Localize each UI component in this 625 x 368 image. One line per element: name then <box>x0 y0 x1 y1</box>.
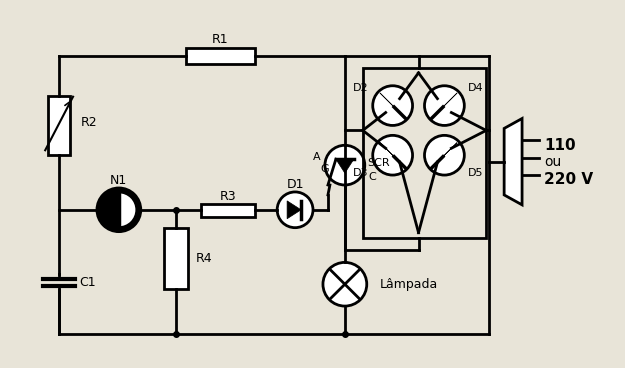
Text: C1: C1 <box>79 276 96 289</box>
Text: R2: R2 <box>81 116 98 129</box>
Text: A: A <box>313 152 321 162</box>
Bar <box>48 96 70 155</box>
Text: R4: R4 <box>196 252 212 265</box>
Text: R1: R1 <box>212 33 229 46</box>
Text: SCR: SCR <box>367 158 389 168</box>
Polygon shape <box>504 118 522 205</box>
Text: D4: D4 <box>468 83 484 93</box>
Bar <box>186 48 255 64</box>
Circle shape <box>325 145 365 185</box>
Text: 110: 110 <box>544 138 576 153</box>
Circle shape <box>323 262 367 306</box>
Circle shape <box>424 86 464 125</box>
Text: G: G <box>320 164 329 174</box>
Text: D3: D3 <box>353 168 369 178</box>
Text: ou: ou <box>544 155 561 169</box>
Circle shape <box>424 135 464 175</box>
Bar <box>201 204 255 217</box>
Bar <box>362 68 486 238</box>
Text: Lâmpada: Lâmpada <box>380 278 438 291</box>
Circle shape <box>372 86 413 125</box>
Text: D1: D1 <box>286 178 304 191</box>
Polygon shape <box>336 159 354 173</box>
Circle shape <box>101 192 137 228</box>
Polygon shape <box>438 142 457 162</box>
Text: R3: R3 <box>220 190 237 204</box>
Text: D5: D5 <box>468 168 484 178</box>
Text: C: C <box>369 172 376 182</box>
Circle shape <box>277 192 313 228</box>
Wedge shape <box>101 192 119 228</box>
Polygon shape <box>438 93 457 113</box>
Polygon shape <box>380 142 399 162</box>
Text: N1: N1 <box>110 174 128 187</box>
Circle shape <box>97 188 141 231</box>
Polygon shape <box>380 93 399 113</box>
Polygon shape <box>287 201 301 219</box>
Text: D2: D2 <box>353 83 369 93</box>
Text: 220 V: 220 V <box>544 171 593 187</box>
Circle shape <box>372 135 413 175</box>
Bar <box>164 228 188 289</box>
